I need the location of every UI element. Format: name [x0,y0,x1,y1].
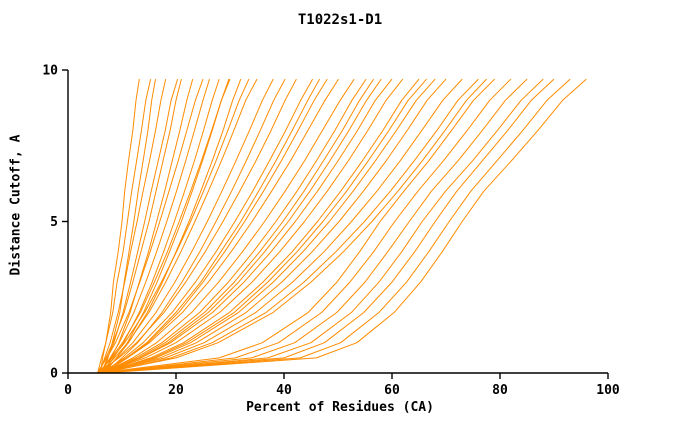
model-curve [96,78,204,374]
model-curve [98,78,495,374]
model-curve [104,78,286,374]
model-curve [101,78,314,374]
model-curve [100,78,463,374]
model-curve [102,78,355,374]
model-curve [99,78,555,374]
model-curve [101,78,512,374]
model-curve [97,78,152,374]
model-curve [103,78,544,374]
y-tick-label: 10 [42,64,58,79]
model-curve [104,78,382,374]
x-tick-label: 80 [492,383,508,398]
model-curve [104,78,479,374]
model-curve [103,78,328,374]
model-curve [102,78,375,374]
model-curve [99,78,436,374]
y-tick-label: 5 [50,215,58,230]
model-curve [97,78,182,374]
model-curve [97,78,250,374]
model-curve [101,78,487,374]
model-curve [98,78,167,374]
model-curve [99,78,339,374]
model-curve [101,78,404,374]
model-curve [102,78,447,374]
x-tick-label: 40 [276,383,292,398]
y-tick-label: 0 [50,367,58,382]
x-tick-label: 0 [64,383,72,398]
model-curve [103,78,420,374]
chart-title: T1022s1-D1 [297,12,383,28]
x-tick-label: 20 [168,383,184,398]
y-axis-label: Distance Cutoff, A [8,134,24,276]
model-curve [101,78,179,374]
model-curve [103,78,230,374]
model-curve [100,78,321,374]
model-curve [100,78,367,374]
model-curve [102,78,220,374]
model-curve [100,78,274,374]
model-curve [99,78,427,374]
model-curve [100,78,528,374]
model-curve [103,78,587,374]
model-curve [97,78,297,374]
model-curve [103,78,242,374]
model-curve [99,78,210,374]
model-curve [98,78,393,374]
x-tick-label: 60 [384,383,400,398]
model-curve [101,78,571,374]
x-tick-label: 100 [596,383,620,398]
x-axis-label: Percent of Residues (CA) [246,400,434,415]
